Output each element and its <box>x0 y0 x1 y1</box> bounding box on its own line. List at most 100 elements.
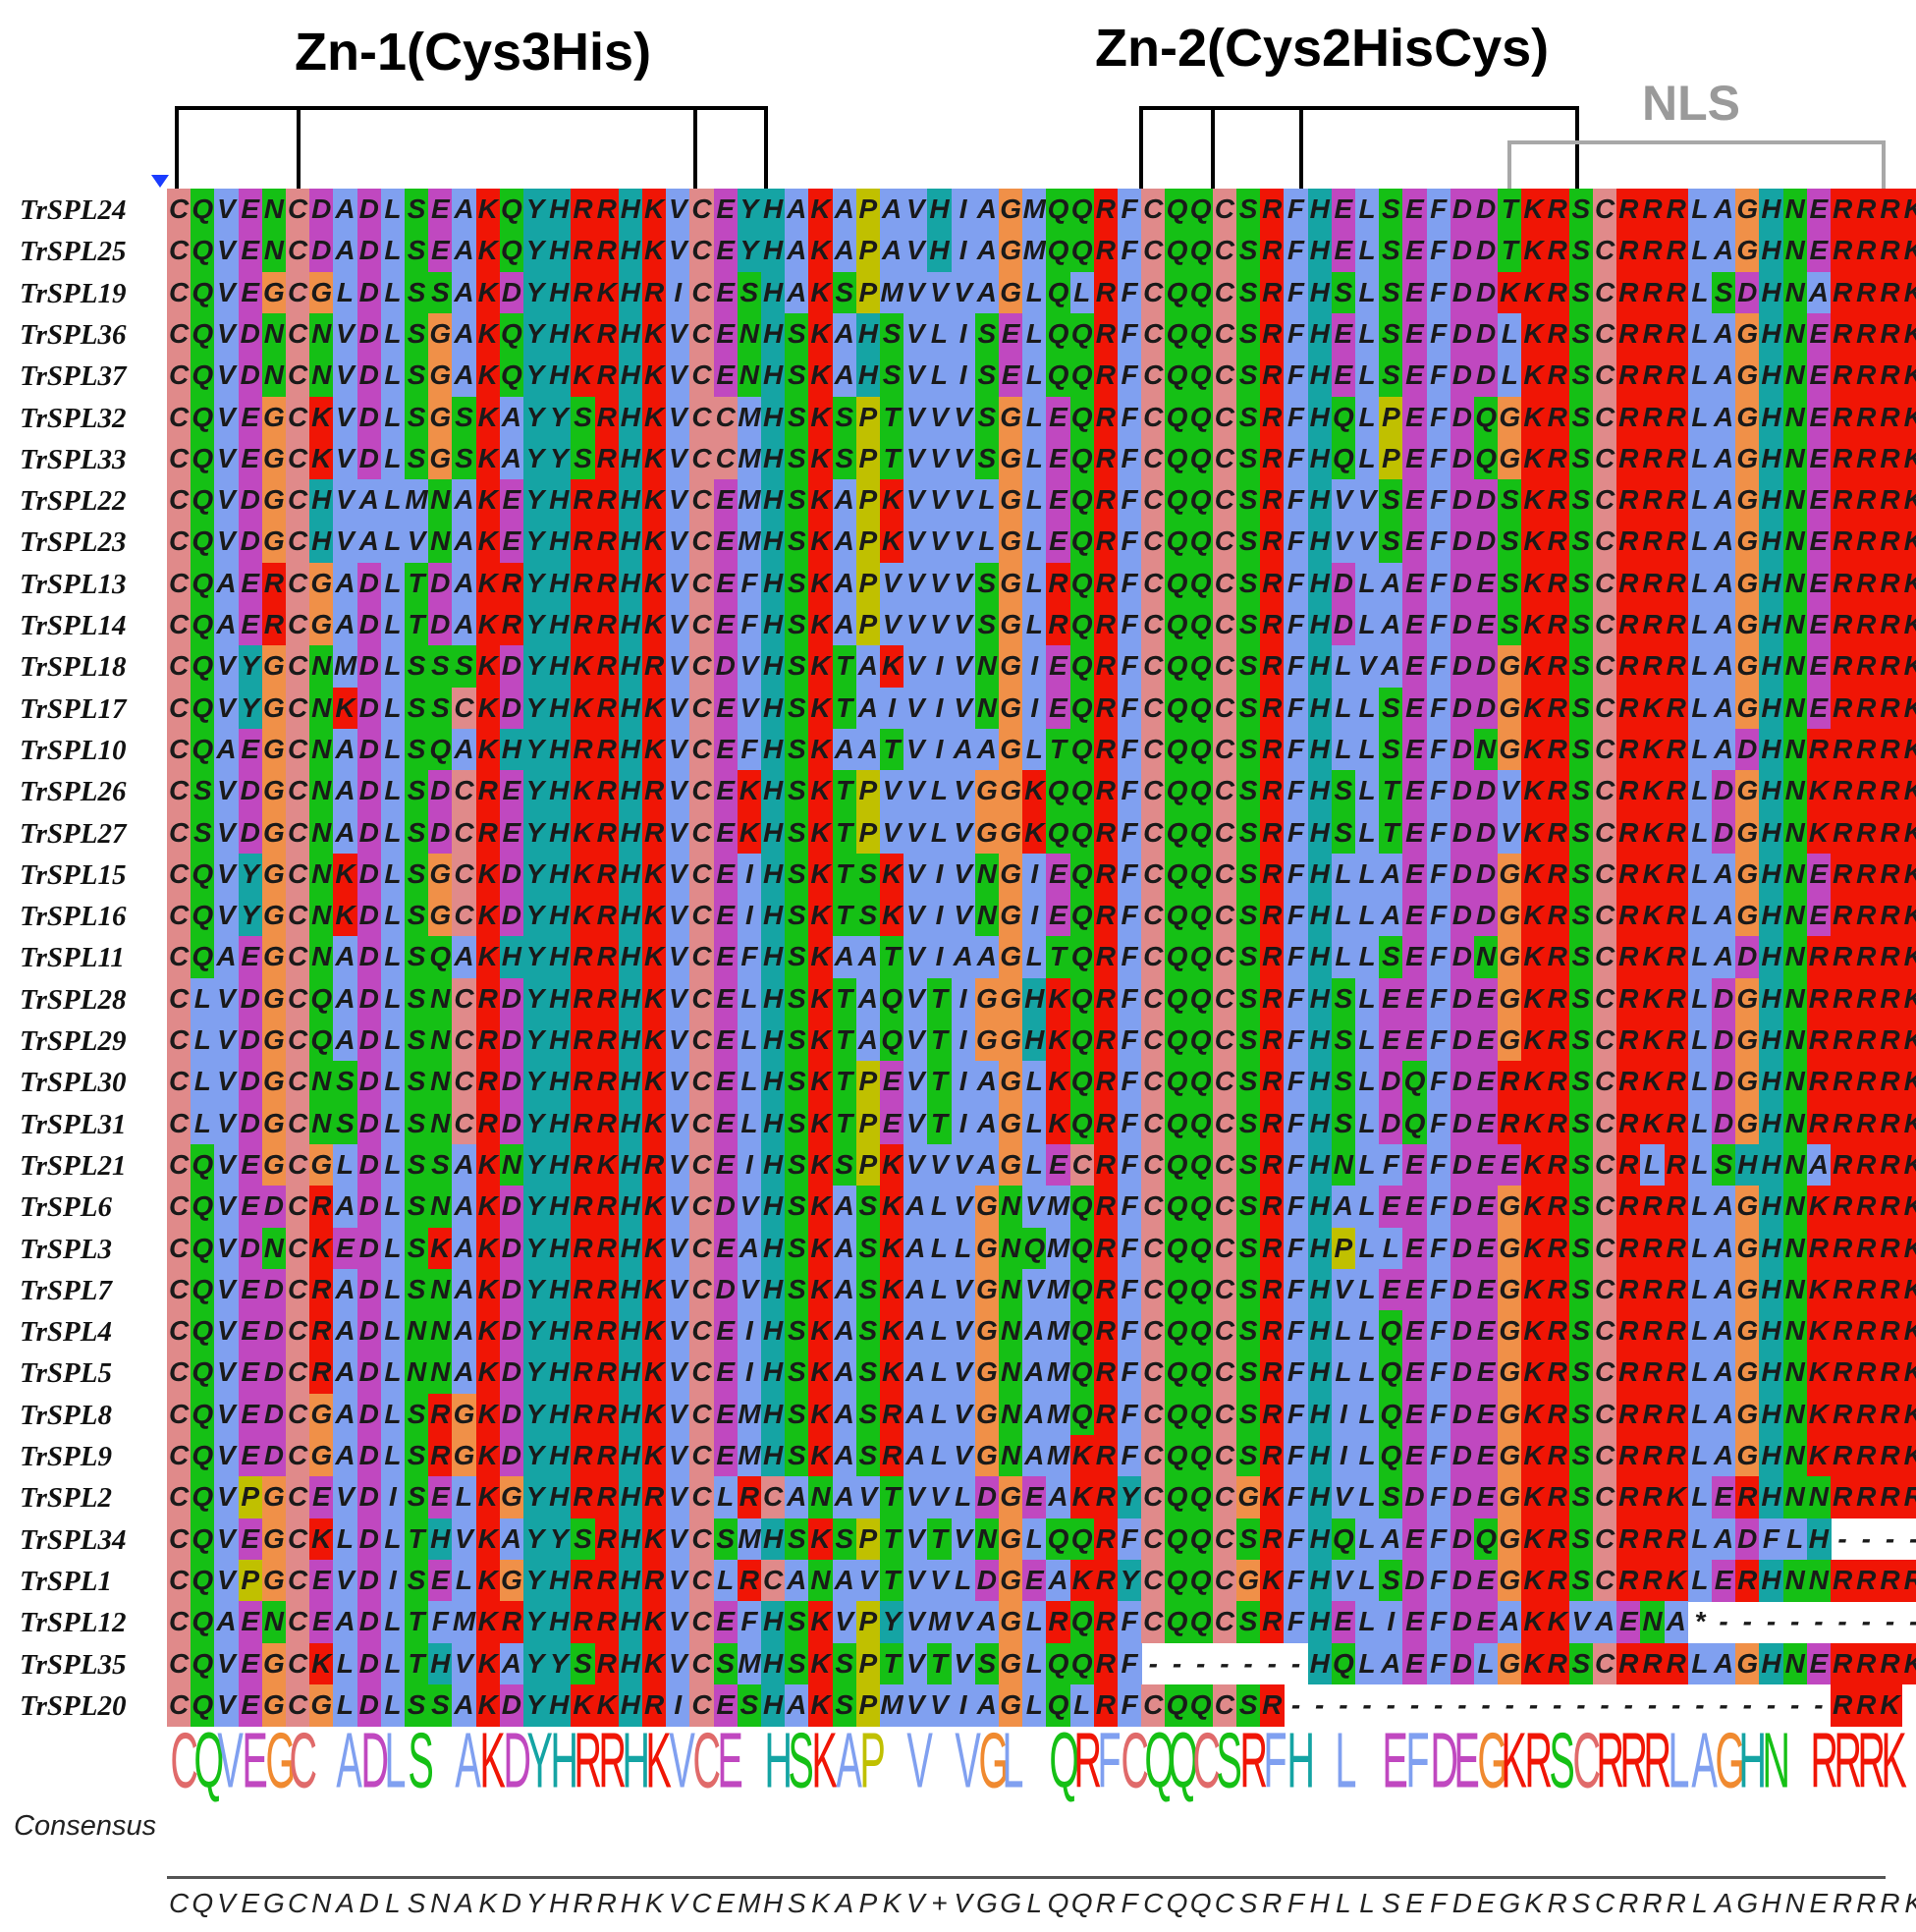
residue-letter: R <box>1546 1518 1569 1560</box>
residue-letter: E <box>1046 397 1069 438</box>
residue-letter: V <box>1355 521 1379 562</box>
residue-letter: N <box>1783 936 1807 977</box>
residue-letter: M <box>880 272 903 313</box>
residue-letter: C <box>286 1103 309 1144</box>
residue-letter: K <box>1521 438 1545 479</box>
residue-letter: S <box>856 1352 880 1393</box>
residue-letter: V <box>856 1560 880 1601</box>
residue-letter: N <box>309 729 333 770</box>
residue-letter: T <box>927 978 951 1020</box>
residue-letter: L <box>1498 313 1521 355</box>
sequence-name: TrSPL1 <box>20 1561 177 1602</box>
residue-letter: C <box>689 521 713 562</box>
residue-letter: C <box>1141 729 1165 770</box>
residue-letter: H <box>547 521 571 562</box>
residue-letter: H <box>547 604 571 645</box>
residue-letter: R <box>595 1020 619 1061</box>
residue-letter: R <box>1616 355 1640 396</box>
residue-letter: G <box>1735 1186 1759 1227</box>
residue-letter: N <box>1783 1061 1807 1102</box>
residue-letter: L <box>381 189 405 230</box>
residue-letter: H <box>547 1435 571 1476</box>
residue-letter: Q <box>1070 1103 1094 1144</box>
residue-letter: E <box>1402 1518 1426 1560</box>
residue-letter: E <box>1046 895 1069 936</box>
residue-letter: K <box>1640 812 1664 854</box>
residue-letter: R <box>1878 895 1901 936</box>
residue-letter: G <box>999 1061 1022 1102</box>
residue-letter: H <box>619 189 642 230</box>
residue-letter: N <box>1783 479 1807 521</box>
residue-cell <box>951 189 976 231</box>
residue-letter: G <box>1498 895 1521 936</box>
residue-letter: H <box>1308 1061 1332 1102</box>
residue-letter: K <box>808 1061 832 1102</box>
residue-letter: V <box>666 1310 689 1352</box>
residue-letter: R <box>1665 313 1688 355</box>
residue-letter: N <box>1783 1435 1807 1476</box>
bracket-line <box>1211 106 1215 191</box>
residue-letter: - <box>1854 1518 1878 1560</box>
residue-letter: K <box>642 189 666 230</box>
residue-letter: E <box>239 1186 262 1227</box>
residue-letter: R <box>1616 688 1640 729</box>
residue-letter: C <box>286 521 309 562</box>
residue-letter: C <box>286 1560 309 1601</box>
residue-letter: H <box>619 895 642 936</box>
residue-letter: T <box>1046 729 1069 770</box>
residue-letter: C <box>1141 438 1165 479</box>
residue-letter: V <box>952 812 975 854</box>
residue-letter: H <box>927 230 951 271</box>
residue-letter: R <box>1260 479 1284 521</box>
residue-letter: C <box>1141 479 1165 521</box>
residue-letter: Q <box>1070 1228 1094 1269</box>
residue-letter: L <box>738 1061 761 1102</box>
residue-letter: Q <box>1070 604 1094 645</box>
residue-letter: K <box>1521 397 1545 438</box>
residue-letter: K <box>1902 645 1916 687</box>
residue-letter: K <box>738 770 761 811</box>
residue-letter: R <box>1878 189 1901 230</box>
residue-letter: R <box>1665 1435 1688 1476</box>
residue-letter: V <box>333 479 356 521</box>
residue-letter: C <box>1593 1310 1616 1352</box>
residue-letter: H <box>619 1269 642 1310</box>
residue-letter: F <box>1427 1020 1451 1061</box>
residue-letter: K <box>808 189 832 230</box>
residue-letter: A <box>452 1228 475 1269</box>
residue-letter: R <box>1854 688 1878 729</box>
residue-letter: V <box>666 1103 689 1144</box>
residue-letter: R <box>1665 812 1688 854</box>
residue-letter: C <box>286 978 309 1020</box>
residue-letter: A <box>452 313 475 355</box>
residue-letter: C <box>1593 812 1616 854</box>
residue-letter: N <box>975 688 999 729</box>
residue-letter: Q <box>191 479 214 521</box>
residue-letter: R <box>1878 645 1901 687</box>
residue-letter: D <box>1735 729 1759 770</box>
residue-cell <box>1212 189 1237 231</box>
sequence-name: TrSPL13 <box>20 564 177 605</box>
residue-letter: T <box>927 1020 951 1061</box>
residue-letter: R <box>1546 1061 1569 1102</box>
residue-letter: A <box>833 1228 856 1269</box>
residue-cell <box>1260 189 1285 231</box>
residue-letter: D <box>1451 604 1474 645</box>
residue-letter: V <box>952 438 975 479</box>
residue-letter: A <box>833 230 856 271</box>
residue-letter: K <box>1807 1310 1831 1352</box>
residue-letter: I <box>738 1144 761 1186</box>
residue-letter: A <box>1712 479 1735 521</box>
residue-letter: L <box>1355 895 1379 936</box>
residue-letter: K <box>1521 1103 1545 1144</box>
sequence-name: TrSPL11 <box>20 937 177 978</box>
sequence-name: TrSPL19 <box>20 273 177 314</box>
residue-letter: F <box>1118 645 1141 687</box>
residue-letter: S <box>1569 1228 1593 1269</box>
residue-letter: D <box>1451 1518 1474 1560</box>
residue-letter: L <box>1332 729 1355 770</box>
residue-letter: F <box>1284 563 1307 604</box>
residue-letter: C <box>1213 770 1236 811</box>
residue-letter: L <box>1355 1269 1379 1310</box>
bracket-line <box>764 106 768 191</box>
